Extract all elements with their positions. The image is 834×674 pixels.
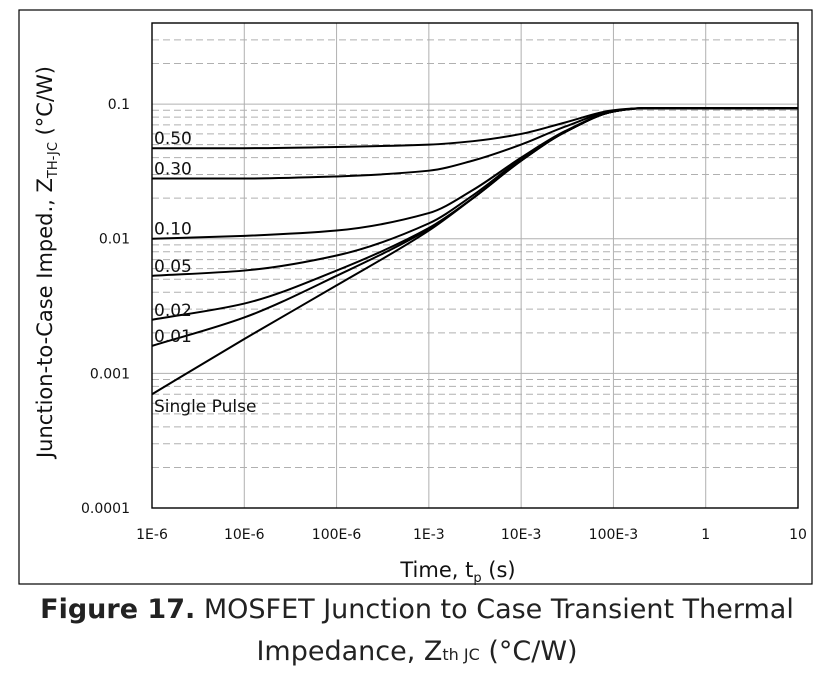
y-tick-label: 0.01 bbox=[99, 232, 130, 248]
series-labels: 0.50 0.30 0.10 0.05 0.02 0.01 Single Pulse bbox=[154, 129, 256, 417]
x-tick-label: 10E-6 bbox=[224, 527, 265, 543]
thermal-impedance-chart: 0.50 0.30 0.10 0.05 0.02 0.01 Single Pulse 1E-… bbox=[18, 9, 813, 586]
x-axis-tick-labels: 1E-6 10E-6 100E-6 1E-3 10E-3 100E-3 1 10 bbox=[136, 527, 807, 543]
y-axis-tick-labels: 0.1 0.01 0.001 0.0001 bbox=[81, 97, 130, 517]
chart-frame bbox=[18, 9, 813, 585]
y-tick-label: 0.001 bbox=[90, 366, 130, 382]
chart-grid bbox=[151, 23, 799, 509]
caption-text-1: MOSFET Junction to Case Transient Therma… bbox=[195, 594, 794, 625]
series-line bbox=[152, 107, 798, 150]
series-label: 0.30 bbox=[154, 160, 192, 180]
series-label: 0.50 bbox=[154, 129, 192, 149]
plot-area-border bbox=[151, 22, 799, 509]
figure-caption-line-1: Figure 17. MOSFET Junction to Case Trans… bbox=[0, 594, 834, 625]
series-line bbox=[152, 107, 798, 180]
series-label: 0.02 bbox=[154, 301, 192, 321]
x-tick-label: 1E-3 bbox=[413, 527, 445, 543]
caption-unit: (°C/W) bbox=[479, 636, 578, 667]
y-tick-label: 0.1 bbox=[108, 97, 130, 113]
series-label: 0.01 bbox=[154, 327, 192, 347]
series-label: 0.10 bbox=[154, 220, 192, 240]
caption-text-2: Impedance, Z bbox=[256, 636, 443, 667]
x-tick-label: 1 bbox=[701, 527, 710, 543]
series-label: 0.05 bbox=[154, 257, 192, 277]
y-axis-title: Junction-to-Case Imped., ZTH-JC (°C/W) bbox=[33, 66, 61, 460]
x-tick-label: 1E-6 bbox=[136, 527, 168, 543]
series-label: Single Pulse bbox=[154, 397, 256, 417]
series-lines bbox=[151, 107, 798, 396]
series-line bbox=[151, 107, 798, 347]
caption-subscript: th JC bbox=[442, 645, 480, 664]
figure-number: Figure 17. bbox=[40, 594, 196, 625]
series-line bbox=[151, 107, 798, 396]
x-axis-title: Time, tp (s) bbox=[399, 558, 515, 586]
x-tick-label: 10E-3 bbox=[501, 527, 542, 543]
y-tick-label: 0.0001 bbox=[81, 501, 130, 517]
series-line bbox=[151, 107, 798, 240]
x-tick-label: 100E-3 bbox=[589, 527, 639, 543]
x-tick-label: 10 bbox=[789, 527, 807, 543]
figure-caption-line-2: Impedance, Zth JC (°C/W) bbox=[0, 636, 834, 667]
x-tick-label: 100E-6 bbox=[312, 527, 362, 543]
